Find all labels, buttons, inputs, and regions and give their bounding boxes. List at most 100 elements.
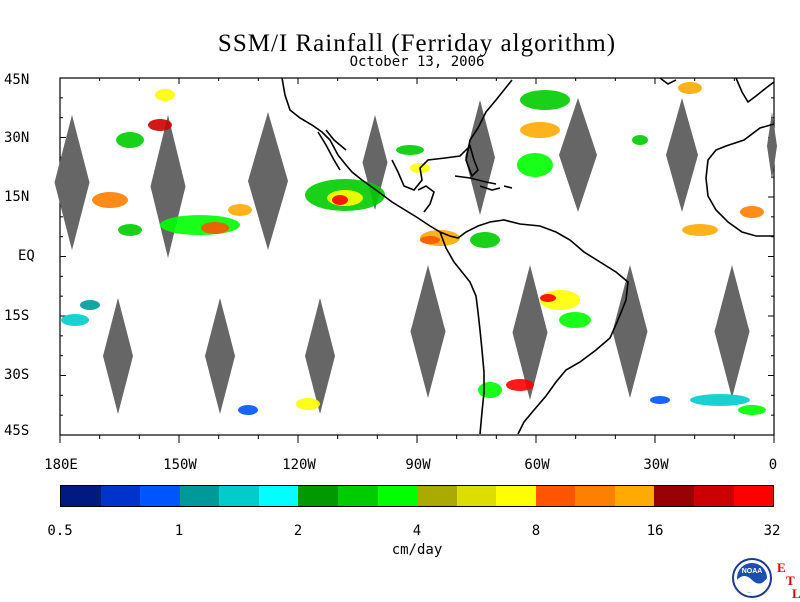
coastline-yucatan bbox=[417, 185, 435, 213]
lat-label-15n: 15N bbox=[4, 189, 30, 205]
scale-swatch bbox=[258, 486, 299, 506]
lat-label-45s: 45S bbox=[4, 423, 30, 439]
rain-blob bbox=[61, 314, 89, 326]
rain-blob bbox=[678, 82, 702, 94]
scale-tick-32: 32 bbox=[763, 523, 781, 539]
missing-data-swaths bbox=[54, 98, 777, 414]
missing-swath bbox=[103, 298, 133, 414]
rain-blob bbox=[738, 405, 766, 415]
lon-label-180e: 180E bbox=[44, 457, 78, 473]
rain-blob bbox=[396, 145, 424, 155]
lon-label-90w: 90W bbox=[405, 457, 431, 473]
rain-blob bbox=[540, 294, 556, 302]
missing-swath bbox=[410, 265, 446, 398]
rain-blob bbox=[201, 222, 229, 234]
scale-swatch bbox=[140, 486, 180, 506]
scale-swatch bbox=[614, 486, 655, 506]
rain-blob bbox=[148, 119, 172, 131]
scale-units: cm/day bbox=[391, 542, 443, 558]
noaa-logo: NOAA bbox=[732, 558, 772, 598]
rain-blob bbox=[520, 122, 560, 138]
scale-swatch bbox=[456, 486, 497, 506]
noaa-logo-text: NOAA bbox=[742, 568, 763, 575]
missing-swath bbox=[205, 298, 235, 414]
rain-blob bbox=[238, 405, 258, 415]
scale-tick-2: 2 bbox=[293, 523, 303, 539]
scale-swatch bbox=[733, 486, 774, 506]
lat-label-30s: 30S bbox=[4, 367, 30, 383]
scale-swatch bbox=[337, 486, 378, 506]
scale-swatch bbox=[694, 486, 734, 506]
coastline-africa bbox=[705, 123, 775, 237]
scale-swatch bbox=[575, 486, 615, 506]
rain-areas bbox=[61, 82, 766, 415]
scale-tick-16: 16 bbox=[646, 523, 664, 539]
rain-blob bbox=[520, 90, 570, 110]
rain-blob bbox=[420, 236, 440, 244]
lat-label-15s: 15S bbox=[4, 308, 30, 324]
etl-letter-l: L bbox=[792, 586, 800, 601]
rain-blob bbox=[740, 206, 764, 218]
rain-blob bbox=[506, 379, 534, 391]
rain-blob bbox=[155, 89, 175, 101]
rain-blob bbox=[296, 398, 320, 410]
coastline-caribbean bbox=[454, 175, 513, 191]
missing-swath bbox=[305, 298, 335, 414]
coastlines bbox=[281, 77, 775, 435]
missing-swath bbox=[512, 265, 548, 400]
coastline-europe bbox=[735, 77, 775, 104]
lat-label-45n: 45N bbox=[4, 72, 30, 88]
scale-swatch bbox=[298, 486, 338, 506]
scale-swatch bbox=[61, 486, 101, 506]
scale-swatch bbox=[417, 486, 457, 506]
rain-blob bbox=[470, 232, 500, 248]
scale-swatch bbox=[535, 486, 576, 506]
coastline-north-america-west bbox=[281, 77, 441, 233]
scale-swatch bbox=[377, 486, 418, 506]
lon-label-120w: 120W bbox=[282, 457, 316, 473]
missing-swath bbox=[666, 98, 698, 212]
rain-blob bbox=[160, 215, 240, 235]
lon-label-60w: 60W bbox=[524, 457, 550, 473]
missing-swath bbox=[767, 112, 777, 180]
color-scale-bar bbox=[60, 485, 774, 507]
scale-tick-0-5: 0.5 bbox=[47, 523, 73, 539]
rain-blob bbox=[559, 312, 591, 328]
scale-swatch bbox=[496, 486, 536, 506]
missing-swath bbox=[248, 112, 288, 250]
etl-letter-e: E bbox=[777, 560, 786, 575]
lon-label-30w: 30W bbox=[643, 457, 669, 473]
rain-blob bbox=[650, 396, 670, 404]
rain-blob bbox=[228, 204, 252, 216]
scale-swatch bbox=[100, 486, 141, 506]
coastline-baja bbox=[317, 129, 347, 171]
scale-swatch bbox=[179, 486, 220, 506]
rain-blob bbox=[517, 153, 553, 177]
rain-blob bbox=[632, 135, 648, 145]
rain-blob bbox=[332, 195, 348, 205]
coastline-north-atlantic bbox=[659, 77, 677, 85]
missing-swath bbox=[559, 98, 597, 212]
rain-blob bbox=[682, 224, 718, 236]
scale-tick-4: 4 bbox=[412, 523, 422, 539]
rain-blob bbox=[478, 382, 502, 398]
scale-swatch bbox=[219, 486, 259, 506]
lon-label-0: 0 bbox=[768, 457, 778, 473]
scale-tick-1: 1 bbox=[174, 523, 184, 539]
scale-swatch bbox=[654, 486, 694, 506]
lat-label-30n: 30N bbox=[4, 130, 30, 146]
etl-letter-t: T bbox=[786, 573, 795, 588]
missing-swath bbox=[612, 265, 648, 398]
coastline-south-america bbox=[439, 219, 629, 435]
coastline-gulf bbox=[391, 79, 513, 191]
lat-label-eq: EQ bbox=[18, 248, 35, 264]
chart-date: October 13, 2006 bbox=[349, 54, 485, 70]
lon-label-150w: 150W bbox=[163, 457, 197, 473]
rain-blob bbox=[690, 394, 750, 406]
chart-title: SSM/I Rainfall (Ferriday algorithm) bbox=[217, 30, 617, 57]
missing-swath bbox=[714, 265, 750, 398]
map-frame bbox=[59, 77, 775, 436]
scale-tick-8: 8 bbox=[531, 523, 541, 539]
rain-blob bbox=[92, 192, 128, 208]
